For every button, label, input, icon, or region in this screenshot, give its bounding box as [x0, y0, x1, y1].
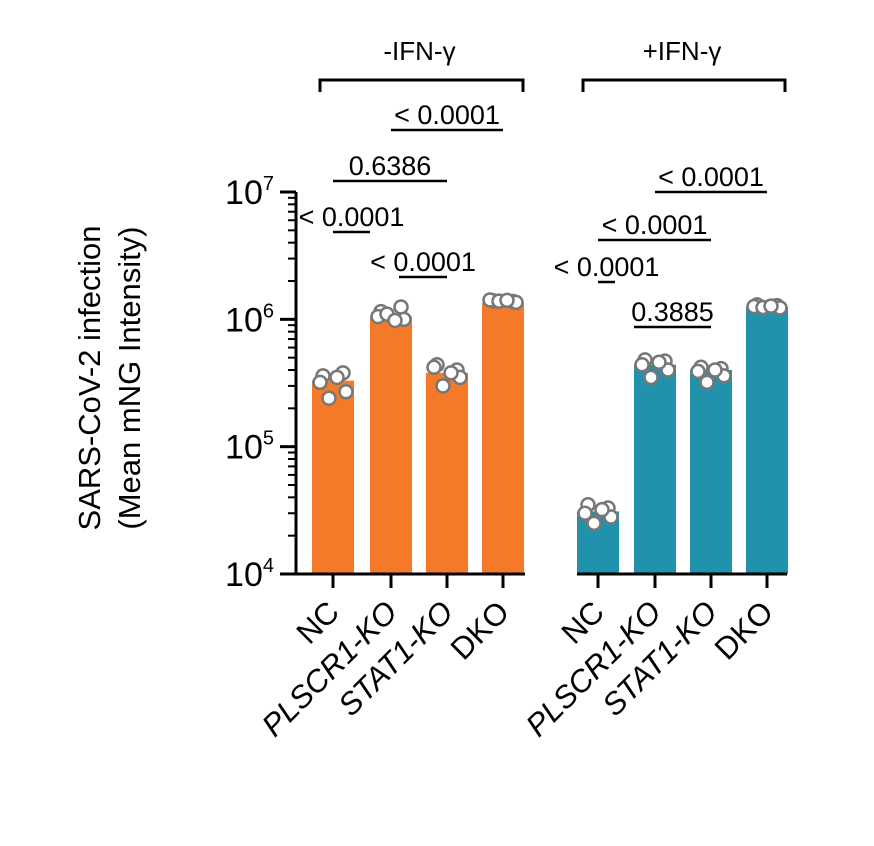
data-point — [586, 515, 602, 532]
category-label: DKO — [444, 594, 516, 666]
points-layer — [312, 292, 788, 532]
data-point — [763, 298, 779, 314]
category-label: DKO — [708, 594, 780, 666]
y-tick-label-exponent: 4 — [263, 555, 274, 577]
data-point — [312, 374, 328, 391]
y-tick-label: 105 — [225, 428, 274, 467]
y-tick-label: 107 — [225, 173, 274, 212]
p-value-label: 0.3885 — [631, 297, 714, 327]
group-label: -IFN-γ — [383, 36, 455, 66]
bars-layer — [312, 302, 788, 574]
bar-minus-ifn-dko — [482, 302, 524, 574]
bar-plus-ifn-dko — [746, 306, 788, 574]
y-tick-label-base: 10 — [225, 301, 263, 339]
y-tick-label-base: 10 — [225, 429, 263, 467]
y-axis-title-line-2: (Mean mNG Intensity) — [112, 226, 147, 529]
data-point — [321, 390, 337, 407]
data-point — [577, 505, 593, 521]
data-point — [426, 359, 442, 376]
data-point — [499, 292, 515, 309]
group-bracket — [581, 78, 787, 92]
y-tick-label-exponent: 5 — [263, 428, 274, 450]
bar-plus-ifn-plscr1-ko — [634, 364, 676, 574]
p-value-label: < 0.0001 — [554, 252, 660, 282]
y-tick-label: 106 — [225, 300, 274, 339]
axes-layer — [280, 190, 787, 588]
comparisons-layer: -IFN-γ +IFN-γ < 0.0001 < 0.0001 0.6386 < 0.00… — [299, 36, 787, 329]
data-point — [435, 378, 451, 394]
y-axis-title: SARS-CoV-2 infection (Mean mNG Intensity… — [72, 226, 147, 531]
p-value-label: < 0.0001 — [370, 247, 476, 277]
data-point — [443, 365, 459, 381]
data-point — [393, 299, 409, 315]
data-point — [338, 383, 354, 400]
y-axis-title-line-1: SARS-CoV-2 infection — [72, 226, 107, 531]
group-bracket — [318, 78, 525, 92]
bar-minus-ifn-stat1-ko — [426, 372, 468, 574]
data-point — [594, 501, 610, 518]
p-value-label: < 0.0001 — [658, 162, 764, 192]
data-point — [643, 369, 659, 386]
y-tick-label-exponent: 7 — [263, 173, 274, 195]
y-tick-label: 104 — [225, 555, 274, 594]
data-point — [329, 369, 345, 386]
y-tick-label-exponent: 6 — [263, 300, 274, 322]
data-point — [387, 312, 403, 329]
y-tick-label-base: 10 — [225, 556, 263, 594]
data-point — [690, 363, 706, 380]
bar-minus-ifn-nc — [312, 380, 354, 574]
p-value-label: < 0.0001 — [602, 210, 708, 240]
data-point — [651, 354, 667, 371]
p-value-label: 0.6386 — [349, 151, 432, 181]
data-point — [699, 374, 715, 391]
bar-minus-ifn-plscr1-ko — [370, 316, 412, 574]
data-point — [707, 362, 723, 378]
group-label: +IFN-γ — [643, 36, 722, 66]
data-point — [634, 356, 650, 373]
bar-plus-ifn-stat1-ko — [690, 370, 732, 574]
p-value-label: < 0.0001 — [299, 202, 405, 232]
p-value-label: < 0.0001 — [394, 100, 500, 130]
y-tick-label-base: 10 — [225, 174, 263, 212]
